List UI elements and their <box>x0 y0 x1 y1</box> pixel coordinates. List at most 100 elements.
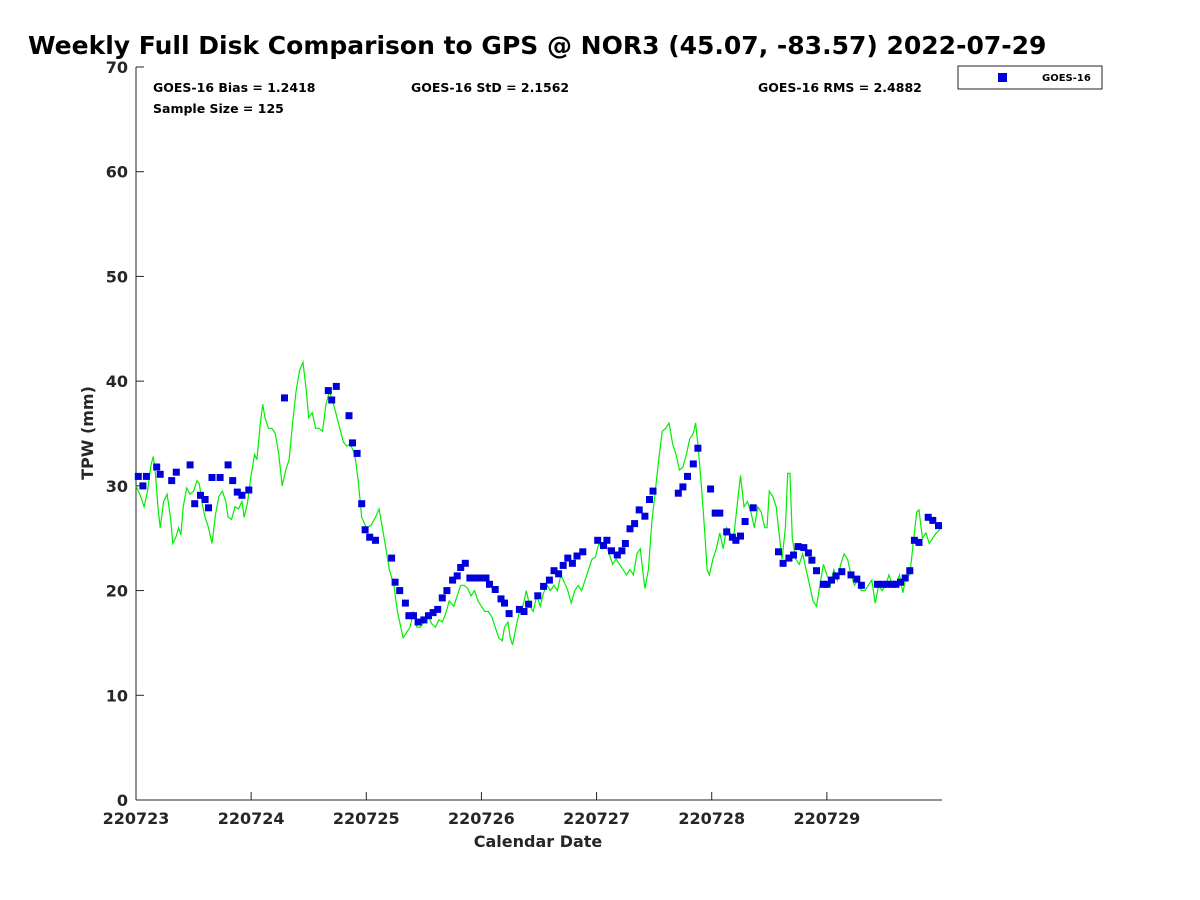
data-point-goes16 <box>906 567 914 575</box>
data-point-goes16 <box>631 520 639 528</box>
x-tick-label: 220726 <box>448 809 515 828</box>
data-point-goes16 <box>353 449 361 457</box>
y-axis-label: TPW (mm) <box>78 386 97 480</box>
data-point-goes16 <box>779 559 787 567</box>
data-point-goes16 <box>649 487 657 495</box>
gps-line-layer <box>135 359 943 646</box>
data-point-goes16 <box>785 554 793 562</box>
data-point-goes16 <box>808 556 816 564</box>
data-point-goes16 <box>794 543 802 551</box>
y-tick-label: 70 <box>106 58 128 77</box>
data-point-goes16 <box>832 572 840 580</box>
y-ticks: 0 10 20 30 40 50 60 70 <box>106 58 144 810</box>
data-point-goes16 <box>613 551 621 559</box>
data-point-goes16 <box>540 582 548 590</box>
data-point-goes16 <box>328 396 336 404</box>
data-point-goes16 <box>345 412 353 420</box>
data-point-goes16 <box>694 444 702 452</box>
data-point-goes16 <box>391 578 399 586</box>
data-point-goes16 <box>372 536 379 544</box>
data-point-goes16 <box>453 572 461 580</box>
data-point-goes16 <box>684 472 691 480</box>
data-point-goes16 <box>457 564 465 571</box>
y-tick-label: 30 <box>106 477 128 496</box>
data-point-goes16 <box>425 612 432 620</box>
data-point-goes16 <box>469 574 477 582</box>
data-point-goes16 <box>401 599 409 607</box>
data-point-goes16 <box>449 576 457 584</box>
data-point-goes16 <box>216 474 224 481</box>
plot-background <box>136 67 942 800</box>
data-point-goes16 <box>813 567 820 575</box>
data-point-goes16 <box>775 548 782 556</box>
data-point-goes16 <box>525 600 533 608</box>
legend-marker-goes16 <box>998 73 1007 82</box>
data-point-goes16 <box>434 605 442 613</box>
data-point-goes16 <box>641 512 649 520</box>
chart-title: Weekly Full Disk Comparison to GPS @ NOR… <box>28 31 1046 60</box>
data-point-goes16 <box>874 580 881 588</box>
x-tick-label: 220725 <box>333 809 400 828</box>
data-point-goes16 <box>229 477 237 485</box>
data-point-goes16 <box>935 522 942 530</box>
data-point-goes16 <box>749 504 757 512</box>
data-point-goes16 <box>482 574 490 582</box>
data-point-goes16 <box>711 509 719 517</box>
stat-rms: GOES-16 RMS = 2.4882 <box>758 80 922 95</box>
data-point-goes16 <box>568 559 576 567</box>
data-point-goes16 <box>608 547 615 555</box>
y-tick-label: 60 <box>106 163 128 182</box>
data-point-goes16 <box>559 561 567 569</box>
data-point-goes16 <box>420 616 428 624</box>
data-point-goes16 <box>191 500 199 508</box>
y-tick-label: 10 <box>106 686 128 705</box>
data-point-goes16 <box>892 580 900 588</box>
data-point-goes16 <box>600 542 607 549</box>
data-point-goes16 <box>823 580 831 588</box>
data-point-goes16 <box>915 538 923 546</box>
data-point-goes16 <box>723 528 731 536</box>
data-point-goes16 <box>429 609 437 617</box>
data-point-goes16 <box>534 592 542 600</box>
data-point-goes16 <box>679 483 687 491</box>
data-point-goes16 <box>332 382 340 390</box>
data-point-goes16 <box>238 491 246 499</box>
x-tick-label: 220723 <box>103 809 170 828</box>
data-point-goes16 <box>405 612 413 620</box>
data-point-goes16 <box>233 488 241 496</box>
plot-area: 220723 220724 220725 220726 220727 220728 2207… <box>103 58 943 828</box>
data-point-goes16 <box>924 513 932 521</box>
data-point-goes16 <box>168 477 176 485</box>
stat-std: GOES-16 StD = 2.1562 <box>411 80 569 95</box>
data-point-goes16 <box>901 574 909 582</box>
data-point-goes16 <box>520 608 528 615</box>
data-point-goes16 <box>396 587 404 595</box>
data-point-goes16 <box>603 536 611 544</box>
data-point-goes16 <box>208 474 216 481</box>
goes-marker-layer <box>134 382 942 626</box>
data-point-goes16 <box>153 463 161 471</box>
data-point-goes16 <box>461 559 469 567</box>
data-point-goes16 <box>579 548 587 556</box>
data-point-goes16 <box>349 439 356 447</box>
data-point-goes16 <box>847 571 855 579</box>
x-tick-label: 220728 <box>678 809 745 828</box>
data-point-goes16 <box>358 500 366 508</box>
data-point-goes16 <box>853 575 861 583</box>
data-point-goes16 <box>410 612 417 620</box>
data-point-goes16 <box>646 496 653 503</box>
data-point-goes16 <box>878 580 886 588</box>
data-point-goes16 <box>501 599 508 607</box>
data-point-goes16 <box>224 461 232 469</box>
data-point-goes16 <box>201 496 209 503</box>
data-point-goes16 <box>366 533 374 541</box>
data-point-goes16 <box>828 576 835 584</box>
y-tick-label: 0 <box>117 791 128 810</box>
data-point-goes16 <box>172 468 180 476</box>
data-point-goes16 <box>857 581 865 589</box>
series-line-gps <box>135 359 943 646</box>
data-point-goes16 <box>281 394 288 402</box>
y-tick-label: 40 <box>106 372 128 391</box>
data-point-goes16 <box>156 470 164 478</box>
stat-bias: GOES-16 Bias = 1.2418 <box>153 80 315 95</box>
